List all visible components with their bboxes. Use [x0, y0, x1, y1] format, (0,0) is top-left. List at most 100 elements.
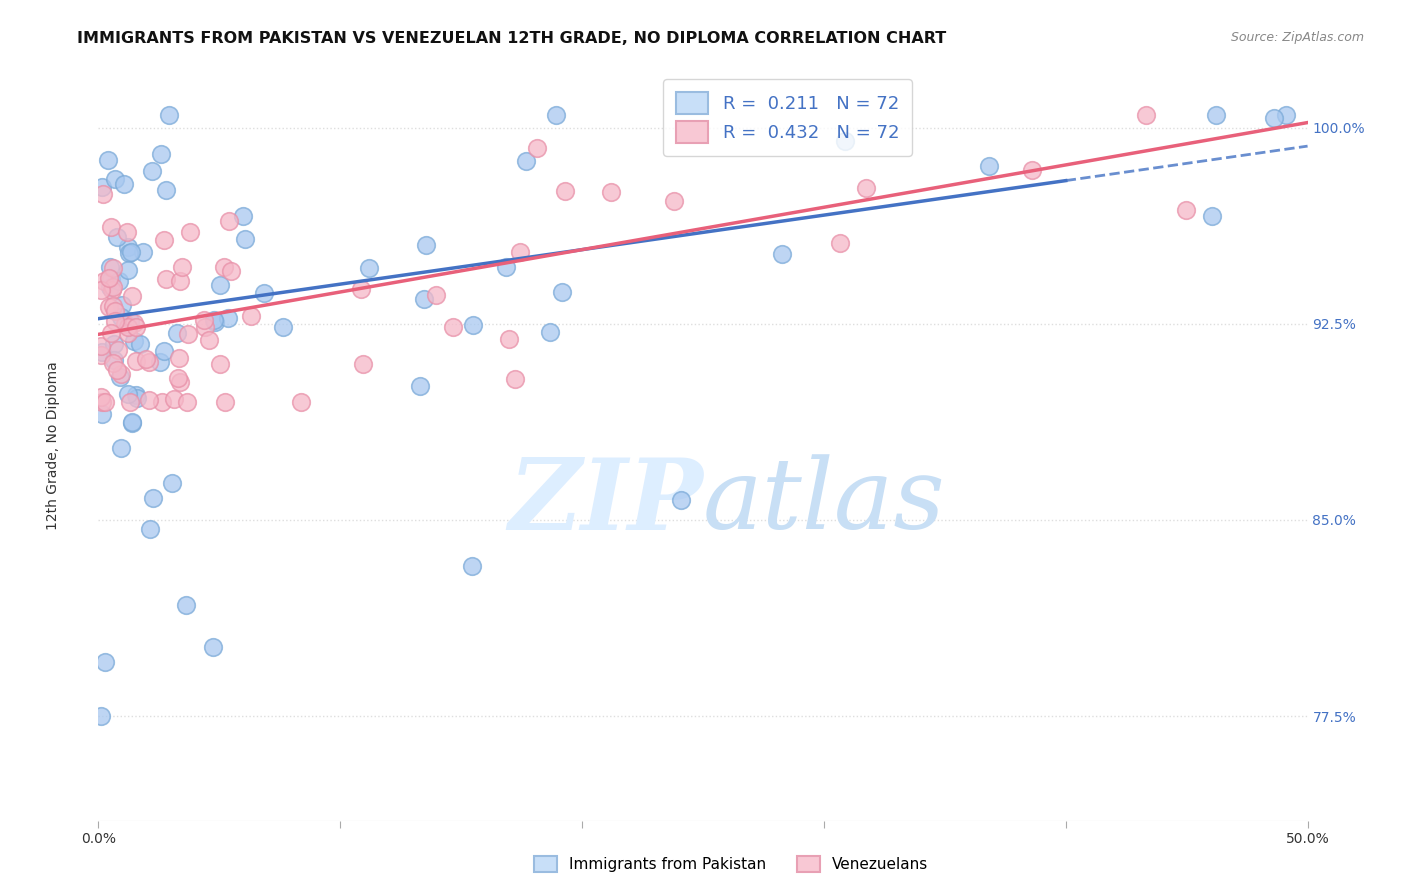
Point	[112, 178, 135, 192]
Point	[105, 363, 128, 377]
Point	[121, 415, 143, 429]
Point	[90, 179, 112, 194]
Point	[834, 134, 856, 148]
Point	[157, 108, 180, 122]
Legend: Immigrants from Pakistan, Venezuelans: Immigrants from Pakistan, Venezuelans	[526, 848, 936, 880]
Point	[100, 219, 122, 234]
Point	[118, 395, 141, 409]
Point	[554, 184, 576, 198]
Point	[1201, 209, 1223, 223]
Point	[118, 314, 141, 328]
Point	[101, 280, 124, 294]
Point	[125, 391, 148, 405]
Point	[121, 289, 143, 303]
Point	[152, 344, 174, 359]
Point	[100, 326, 122, 340]
Point	[91, 186, 114, 201]
Point	[105, 229, 128, 244]
Point	[93, 274, 115, 288]
Point	[1135, 108, 1157, 122]
Text: 12th Grade, No Diploma: 12th Grade, No Diploma	[46, 361, 60, 531]
Point	[526, 141, 548, 155]
Point	[110, 441, 132, 455]
Point	[104, 304, 127, 318]
Point	[149, 147, 172, 161]
Point	[662, 194, 685, 208]
Point	[90, 339, 112, 353]
Point	[110, 298, 132, 312]
Point	[412, 292, 434, 306]
Point	[128, 337, 150, 351]
Point	[114, 317, 136, 331]
Point	[441, 320, 464, 334]
Point	[97, 271, 120, 285]
Point	[110, 310, 132, 324]
Point	[101, 260, 124, 275]
Point	[538, 325, 561, 339]
Point	[461, 559, 484, 574]
Point	[425, 288, 447, 302]
Point	[176, 395, 198, 409]
Point	[214, 395, 236, 409]
Point	[179, 225, 201, 239]
Point	[91, 395, 114, 409]
Point	[495, 260, 517, 275]
Point	[155, 183, 177, 197]
Point	[115, 225, 138, 239]
Point	[104, 171, 127, 186]
Point	[350, 282, 373, 296]
Point	[91, 344, 114, 359]
Point	[124, 316, 146, 330]
Point	[117, 320, 139, 334]
Point	[101, 283, 124, 297]
Point	[120, 245, 142, 260]
Point	[208, 277, 231, 292]
Point	[515, 153, 537, 168]
Point	[217, 310, 239, 325]
Point	[163, 392, 186, 406]
Point	[153, 233, 176, 247]
Point	[233, 232, 256, 246]
Point	[93, 395, 115, 409]
Point	[138, 355, 160, 369]
Point	[149, 355, 172, 369]
Point	[198, 333, 221, 347]
Point	[671, 492, 693, 507]
Point	[90, 709, 112, 723]
Point	[103, 337, 125, 351]
Point	[108, 274, 131, 288]
Point	[551, 285, 574, 299]
Point	[103, 299, 125, 313]
Point	[830, 236, 852, 251]
Point	[290, 395, 312, 409]
Point	[94, 655, 117, 669]
Point	[125, 388, 148, 402]
Legend: R =  0.211   N = 72, R =  0.432   N = 72: R = 0.211 N = 72, R = 0.432 N = 72	[664, 79, 912, 155]
Point	[117, 326, 139, 340]
Point	[544, 108, 567, 122]
Point	[352, 357, 374, 371]
Point	[97, 153, 120, 167]
Point	[212, 260, 235, 274]
Point	[110, 370, 132, 384]
Point	[98, 260, 121, 274]
Point	[90, 348, 112, 362]
Point	[232, 209, 254, 223]
Point	[1175, 202, 1198, 217]
Point	[1021, 162, 1043, 177]
Text: atlas: atlas	[703, 455, 946, 549]
Point	[169, 274, 191, 288]
Point	[142, 491, 165, 505]
Point	[193, 313, 215, 327]
Point	[104, 314, 127, 328]
Point	[169, 375, 191, 389]
Point	[110, 367, 132, 381]
Point	[141, 164, 163, 178]
Point	[461, 318, 484, 332]
Point	[253, 285, 276, 300]
Point	[115, 317, 138, 331]
Point	[201, 640, 224, 654]
Point	[219, 264, 242, 278]
Point	[117, 386, 139, 401]
Point	[160, 475, 183, 490]
